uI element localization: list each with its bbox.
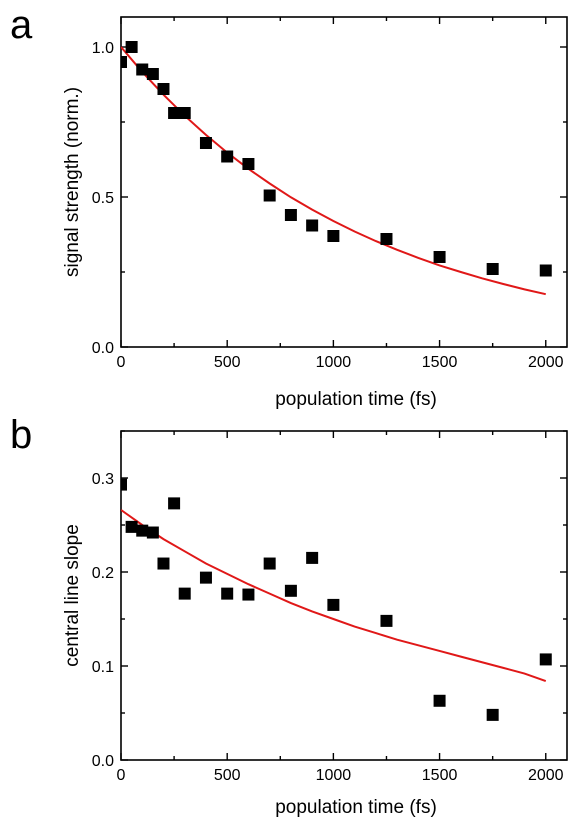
x-tick-label: 0 bbox=[117, 354, 126, 371]
fit-curve bbox=[121, 46, 546, 296]
panel-letter: a bbox=[10, 3, 33, 47]
data-point bbox=[380, 233, 393, 245]
data-point bbox=[306, 551, 319, 564]
x-tick-label: 500 bbox=[214, 767, 241, 784]
data-point bbox=[539, 653, 552, 666]
data-point bbox=[178, 107, 191, 119]
data-point bbox=[242, 588, 255, 601]
x-tick-label: 1500 bbox=[422, 354, 458, 371]
panel-letter: b bbox=[10, 413, 32, 457]
x-tick-label: 1000 bbox=[316, 354, 352, 371]
data-point bbox=[380, 614, 393, 627]
y-axis-label: signal strength (norm.) bbox=[62, 87, 83, 277]
y-tick-label: 0.5 bbox=[92, 190, 114, 207]
x-axis-label: population time (fs) bbox=[275, 389, 437, 410]
panel-b: b 0 500 1000 1500 2000 0.0 0.1 0.2 0.3 population … bbox=[10, 413, 568, 818]
data-point bbox=[327, 230, 340, 242]
x-tick-label: 1000 bbox=[316, 767, 352, 784]
data-point bbox=[263, 189, 276, 202]
data-point bbox=[136, 524, 149, 537]
y-tick-label: 0.1 bbox=[92, 659, 114, 676]
data-point bbox=[242, 158, 255, 170]
data-point bbox=[221, 587, 234, 600]
x-axis-label: population time (fs) bbox=[275, 797, 437, 818]
data-point bbox=[121, 56, 127, 68]
data-point bbox=[146, 68, 159, 80]
fit-curve bbox=[121, 509, 547, 682]
plot-frame bbox=[120, 430, 568, 761]
data-point bbox=[136, 63, 149, 76]
x-tick-label: 0 bbox=[117, 767, 126, 784]
data-point bbox=[221, 150, 234, 163]
data-point bbox=[539, 264, 552, 277]
data-point bbox=[178, 587, 191, 600]
data-point bbox=[125, 41, 138, 53]
y-tick-label: 0.2 bbox=[92, 565, 114, 582]
data-point bbox=[199, 137, 212, 149]
data-point bbox=[263, 557, 276, 570]
y-tick-label: 0.0 bbox=[92, 753, 114, 770]
data-point bbox=[433, 251, 446, 263]
data-point bbox=[284, 584, 297, 597]
x-tick-label: 2000 bbox=[528, 354, 564, 371]
plot-frame bbox=[120, 16, 568, 348]
data-point bbox=[486, 263, 499, 275]
y-axis-label: central line slope bbox=[62, 524, 83, 667]
data-point bbox=[121, 478, 127, 491]
x-tick-label: 1500 bbox=[422, 767, 458, 784]
y-tick-label: 1.0 bbox=[92, 40, 114, 57]
data-point bbox=[125, 520, 138, 533]
data-point bbox=[168, 107, 181, 119]
data-point bbox=[486, 708, 499, 721]
data-point bbox=[284, 209, 297, 221]
data-point bbox=[327, 598, 340, 611]
x-tick-label: 2000 bbox=[528, 767, 564, 784]
data-point bbox=[146, 526, 159, 539]
y-tick-label: 0.3 bbox=[92, 471, 114, 488]
y-tick-label: 0.0 bbox=[92, 340, 114, 357]
data-point bbox=[306, 219, 319, 232]
data-point bbox=[157, 83, 170, 95]
panel-a: a 0 500 1000 1500 2000 0.0 0.5 1.0 population tim… bbox=[10, 3, 568, 410]
data-point bbox=[199, 571, 212, 584]
data-point bbox=[168, 497, 181, 510]
x-tick-label: 500 bbox=[214, 354, 241, 371]
plot-area bbox=[121, 478, 552, 721]
plot-area bbox=[121, 41, 552, 296]
data-point bbox=[157, 557, 170, 570]
data-point bbox=[433, 694, 446, 707]
